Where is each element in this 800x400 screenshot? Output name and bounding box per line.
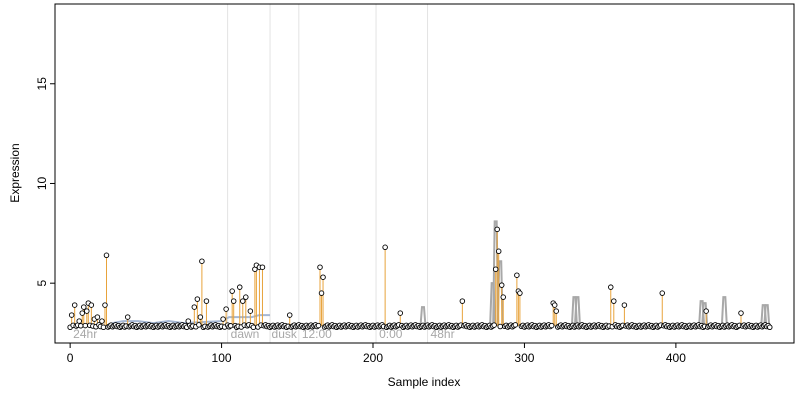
spike-point [659, 290, 666, 296]
y-tick-label: 10 [35, 176, 49, 190]
spike-point [286, 312, 293, 318]
axis-layer: 0 100 200 300 400 5 10 15 [35, 77, 686, 365]
baseline-points-layer [67, 322, 773, 330]
spike-point [459, 298, 466, 304]
baseline-point [767, 324, 773, 330]
x-axis-title: Sample index [388, 375, 461, 389]
spike-point [259, 264, 266, 270]
baseline-point [315, 322, 322, 329]
spike-point [492, 266, 499, 272]
spike-point [553, 308, 559, 314]
grey-peak-trace [419, 306, 427, 327]
spike-point [608, 284, 614, 290]
baseline-point [491, 322, 497, 328]
annotation-label: dusk [272, 327, 298, 341]
annotation-label: 12:00 [302, 327, 332, 341]
spike-point [611, 298, 617, 304]
x-tick-label: 100 [212, 351, 232, 365]
baseline-point [100, 324, 107, 330]
spike-point [514, 272, 520, 278]
spike-point [103, 252, 110, 259]
x-tick-label: 200 [363, 351, 383, 365]
spike-point [68, 312, 75, 318]
spike-point [517, 290, 523, 296]
baseline-point [82, 322, 89, 329]
grey-peak-trace [573, 296, 581, 327]
spike-point [102, 302, 108, 308]
spike-point [703, 308, 709, 314]
spike-point [243, 294, 249, 300]
y-tick-label: 15 [35, 77, 49, 91]
annotation-label: 0:00 [379, 327, 403, 341]
annotation-label: dawn [231, 327, 260, 341]
spike-point [124, 314, 131, 320]
spike-point [236, 284, 243, 290]
grey-peak-trace [763, 304, 771, 327]
spike-point [382, 244, 388, 251]
spike-point [494, 226, 500, 233]
annotation-label: 48hr [431, 327, 455, 341]
spike-point [495, 248, 502, 255]
blue-trace-line [112, 314, 271, 325]
spike-point [220, 316, 226, 322]
spike-point [81, 304, 87, 310]
spike-point [94, 314, 101, 320]
spike-point [88, 302, 95, 308]
spike-point [79, 310, 86, 316]
spike-point [247, 308, 254, 314]
spike-point [185, 318, 192, 324]
annotation-layer: 24hr dawn dusk 12:00 0:00 48hr [73, 4, 455, 343]
x-tick-label: 0 [67, 351, 74, 365]
spike-point [99, 318, 105, 324]
spike-point [230, 298, 237, 304]
spike-point [317, 264, 323, 270]
grey-peak-trace [720, 296, 728, 327]
annotation-label: 24hr [73, 327, 97, 341]
baseline-point [227, 323, 234, 329]
baseline-point [497, 323, 503, 330]
plot-frame [54, 3, 795, 344]
spike-point [240, 298, 246, 304]
baseline-point [512, 322, 519, 328]
spike-point [551, 302, 558, 308]
x-tick-label: 300 [514, 351, 534, 365]
baseline-point [77, 323, 84, 329]
point-layer [68, 226, 744, 324]
spike-point [500, 294, 506, 300]
series-layer [71, 220, 771, 327]
spike-point [194, 296, 201, 302]
spike-point [84, 308, 90, 314]
spike-point [197, 314, 204, 320]
spike-point [199, 258, 205, 264]
spike-point [738, 310, 744, 316]
spike-point [318, 290, 325, 296]
baseline-point [196, 322, 202, 328]
spike-point [76, 318, 82, 324]
y-tick-label: 5 [35, 280, 49, 287]
spike-point [229, 288, 235, 294]
spike-point [498, 282, 505, 288]
spike-point [223, 306, 229, 312]
baseline-point [548, 322, 555, 329]
y-axis-title: Expression [8, 143, 22, 202]
spike-point [621, 302, 628, 308]
spike-point [191, 304, 198, 310]
spike-point [203, 298, 210, 304]
spike-point [320, 274, 326, 280]
spike-point [71, 302, 78, 308]
baseline-point [250, 324, 257, 330]
spike-point [397, 310, 404, 316]
x-tick-label: 400 [666, 351, 686, 365]
